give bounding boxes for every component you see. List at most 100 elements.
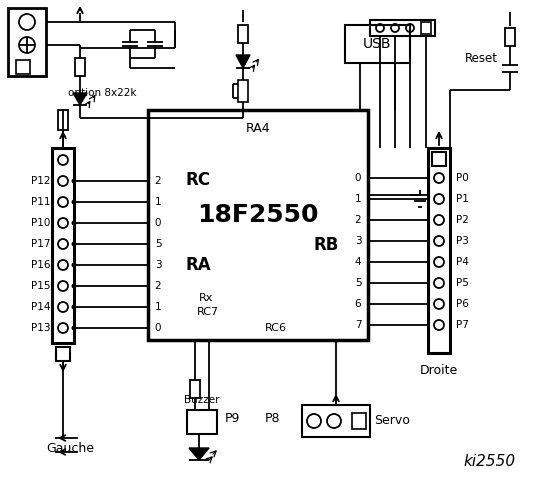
Circle shape bbox=[307, 414, 321, 428]
Circle shape bbox=[434, 173, 444, 183]
Text: RC7: RC7 bbox=[197, 307, 219, 317]
Text: Servo: Servo bbox=[374, 415, 410, 428]
Text: 7: 7 bbox=[354, 320, 361, 330]
Circle shape bbox=[434, 278, 444, 288]
Bar bbox=[75, 58, 85, 76]
Bar bbox=[302, 405, 370, 437]
Text: option 8x22k: option 8x22k bbox=[68, 88, 137, 98]
Text: 3: 3 bbox=[354, 236, 361, 246]
Circle shape bbox=[71, 304, 76, 310]
Bar bbox=[428, 148, 450, 353]
Bar bbox=[432, 152, 446, 166]
Circle shape bbox=[71, 179, 76, 183]
Circle shape bbox=[19, 14, 35, 30]
Text: Gauche: Gauche bbox=[46, 442, 94, 455]
Bar bbox=[352, 413, 366, 429]
Text: P2: P2 bbox=[456, 215, 469, 225]
Text: 6: 6 bbox=[354, 299, 361, 309]
Text: RC6: RC6 bbox=[265, 323, 287, 333]
Text: P4: P4 bbox=[456, 257, 469, 267]
Circle shape bbox=[58, 239, 68, 249]
Circle shape bbox=[58, 302, 68, 312]
Text: P8: P8 bbox=[264, 411, 280, 424]
Bar bbox=[505, 28, 515, 46]
Text: 0: 0 bbox=[155, 323, 161, 333]
Text: Rx: Rx bbox=[199, 293, 213, 303]
Text: ki2550: ki2550 bbox=[464, 455, 516, 469]
Text: 0: 0 bbox=[355, 173, 361, 183]
Circle shape bbox=[434, 194, 444, 204]
Circle shape bbox=[58, 260, 68, 270]
Text: Reset: Reset bbox=[465, 51, 498, 64]
Text: P10: P10 bbox=[30, 218, 50, 228]
Text: 1: 1 bbox=[155, 197, 161, 207]
Text: P3: P3 bbox=[456, 236, 469, 246]
Circle shape bbox=[406, 24, 414, 32]
Text: 2: 2 bbox=[155, 176, 161, 186]
Circle shape bbox=[58, 176, 68, 186]
Circle shape bbox=[71, 220, 76, 226]
Text: P15: P15 bbox=[30, 281, 50, 291]
Polygon shape bbox=[73, 93, 87, 105]
Bar bbox=[238, 80, 248, 102]
Circle shape bbox=[71, 325, 76, 331]
Circle shape bbox=[58, 197, 68, 207]
Circle shape bbox=[434, 215, 444, 225]
Circle shape bbox=[376, 24, 384, 32]
Polygon shape bbox=[189, 448, 209, 460]
Circle shape bbox=[58, 218, 68, 228]
Bar bbox=[187, 410, 217, 434]
Bar bbox=[370, 20, 435, 36]
Text: 5: 5 bbox=[354, 278, 361, 288]
Bar bbox=[190, 380, 200, 398]
Text: 1: 1 bbox=[354, 194, 361, 204]
Text: P9: P9 bbox=[225, 411, 239, 424]
Text: 2: 2 bbox=[354, 215, 361, 225]
Text: P16: P16 bbox=[30, 260, 50, 270]
Bar bbox=[16, 60, 30, 74]
Text: P1: P1 bbox=[456, 194, 469, 204]
Text: 18F2550: 18F2550 bbox=[197, 203, 319, 227]
Circle shape bbox=[434, 299, 444, 309]
Text: 2: 2 bbox=[155, 281, 161, 291]
Circle shape bbox=[58, 323, 68, 333]
Text: RC: RC bbox=[185, 171, 211, 189]
Bar bbox=[58, 110, 68, 130]
Text: Droite: Droite bbox=[420, 364, 458, 377]
Bar bbox=[8, 8, 46, 76]
Circle shape bbox=[71, 263, 76, 267]
Circle shape bbox=[434, 320, 444, 330]
Circle shape bbox=[58, 155, 68, 165]
Text: 5: 5 bbox=[155, 239, 161, 249]
Bar bbox=[148, 110, 368, 340]
Text: Buzzer: Buzzer bbox=[184, 395, 220, 405]
Text: 3: 3 bbox=[155, 260, 161, 270]
Circle shape bbox=[391, 24, 399, 32]
Text: P14: P14 bbox=[30, 302, 50, 312]
Polygon shape bbox=[236, 55, 250, 68]
Text: RB: RB bbox=[314, 236, 338, 254]
Circle shape bbox=[71, 200, 76, 204]
Text: P11: P11 bbox=[30, 197, 50, 207]
Circle shape bbox=[58, 281, 68, 291]
Text: USB: USB bbox=[363, 37, 392, 51]
Circle shape bbox=[71, 284, 76, 288]
Text: 0: 0 bbox=[155, 218, 161, 228]
Circle shape bbox=[71, 241, 76, 247]
Circle shape bbox=[434, 236, 444, 246]
Text: P17: P17 bbox=[30, 239, 50, 249]
Text: P13: P13 bbox=[30, 323, 50, 333]
Text: 1: 1 bbox=[155, 302, 161, 312]
Text: 4: 4 bbox=[354, 257, 361, 267]
Circle shape bbox=[19, 37, 35, 53]
Bar bbox=[56, 347, 70, 361]
Bar bbox=[238, 25, 248, 43]
Text: RA: RA bbox=[185, 256, 211, 274]
Text: P0: P0 bbox=[456, 173, 469, 183]
Bar bbox=[421, 22, 431, 34]
Circle shape bbox=[327, 414, 341, 428]
Text: P5: P5 bbox=[456, 278, 469, 288]
Bar bbox=[345, 25, 410, 63]
Text: P7: P7 bbox=[456, 320, 469, 330]
Text: RA4: RA4 bbox=[246, 121, 270, 134]
